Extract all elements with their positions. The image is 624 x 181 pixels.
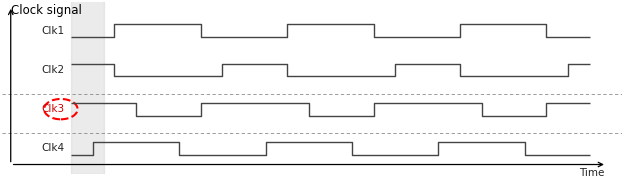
Text: Time: Time xyxy=(579,168,605,178)
Text: Clock signal: Clock signal xyxy=(11,4,82,17)
Text: Clk2: Clk2 xyxy=(42,65,65,75)
Text: Clk4: Clk4 xyxy=(42,143,65,153)
Text: Clk1: Clk1 xyxy=(42,26,65,36)
Text: Clk3: Clk3 xyxy=(42,104,65,114)
Bar xyxy=(71,0,104,174)
